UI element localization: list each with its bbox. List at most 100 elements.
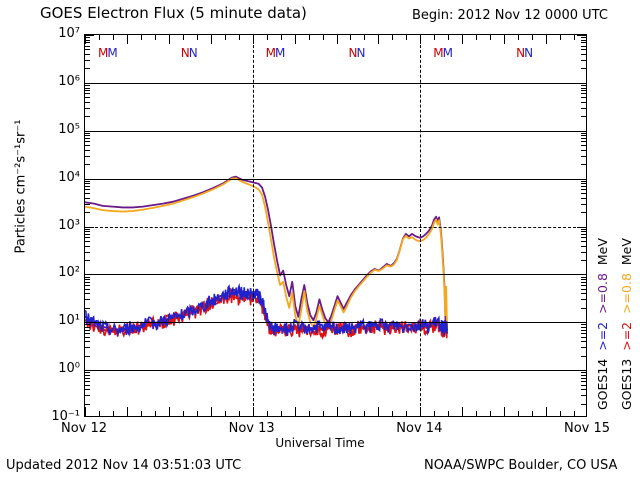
legend-series-0p8mev: >=0.8 [619,273,634,314]
x-minor-tick [350,35,352,40]
y-minor-tick [85,180,90,182]
x-minor-tick [266,35,268,40]
y-minor-tick [85,332,90,334]
y-major-tick [85,130,94,132]
y-minor-tick [85,355,90,357]
y-minor-tick [581,54,586,56]
y-minor-tick [85,307,90,309]
y-minor-tick [85,245,90,247]
y-axis-tick-labels: 10⁷ 10⁶ 10⁵ 10⁴ 10³ 10² 10¹ 10⁰ 10⁻¹ [16,26,80,424]
x-axis-label: Universal Time [275,436,365,450]
y-minor-tick [581,299,586,301]
y-minor-tick [581,155,586,157]
y-minor-tick [581,341,586,343]
alert-threshold-line [85,226,586,228]
y-minor-tick [581,197,586,199]
legend-entry: GOES14 >=2 >=0.8 MeV [592,140,614,410]
y-major-tick [85,226,94,228]
day-night-marker: NN [348,46,365,60]
x-minor-tick [322,35,324,40]
y-minor-tick [581,288,586,290]
y-minor-tick [581,374,586,376]
y-minor-tick [581,135,586,137]
y-minor-tick [581,193,586,195]
y-minor-tick [581,132,586,134]
x-major-tick [210,407,212,416]
y-minor-tick [581,90,586,92]
y-minor-tick [581,276,586,278]
x-minor-tick [224,411,226,416]
y-minor-tick [85,186,90,188]
legend-units-label: MeV [595,238,610,266]
y-minor-tick [85,293,90,295]
y-tick-label: 10⁻¹ [51,409,80,424]
plot-inner: MM NN MM NN MM NN [85,35,586,416]
y-minor-tick [85,389,90,391]
y-minor-tick [85,395,90,397]
y-minor-tick [581,384,586,386]
x-minor-tick [448,35,450,40]
x-minor-tick [140,35,142,40]
y-major-tick [577,35,586,36]
x-minor-tick [182,411,184,416]
y-minor-tick [85,101,90,103]
y-tick-label: 10⁰ [58,361,80,377]
y-minor-tick [85,336,90,338]
y-minor-tick [581,39,586,41]
day-night-marker: MM [265,46,286,60]
y-minor-tick [85,138,90,140]
y-minor-tick [581,332,586,334]
x-minor-tick [182,35,184,40]
y-minor-tick [85,384,90,386]
x-minor-tick [490,411,492,416]
y-minor-tick [581,326,586,328]
y-tick-label: 10² [58,265,80,281]
chart-title: GOES Electron Flux (5 minute data) [40,4,307,22]
y-major-tick [577,370,586,372]
x-minor-tick [98,411,100,416]
x-minor-tick [518,411,520,416]
day-night-marker: NN [180,46,198,60]
x-minor-tick [364,411,366,416]
updated-timestamp: Updated 2012 Nov 14 03:51:03 UTC [6,458,242,473]
y-minor-tick [85,237,90,239]
x-minor-tick [448,411,450,416]
gridline-1e1 [85,322,586,324]
x-minor-tick [308,35,310,40]
day-night-marker: MM [433,46,453,60]
y-minor-tick [85,259,90,261]
y-major-tick [85,82,94,84]
y-minor-tick [85,276,90,278]
y-minor-tick [581,116,586,118]
y-minor-tick [85,372,90,374]
y-minor-tick [85,42,90,44]
y-minor-tick [581,251,586,253]
x-minor-tick [406,411,408,416]
x-minor-tick [434,35,436,40]
y-minor-tick [581,293,586,295]
y-minor-tick [581,237,586,239]
y-minor-tick [85,85,90,87]
y-tick-label: 10⁴ [58,169,80,185]
y-minor-tick [581,307,586,309]
y-minor-tick [85,233,90,235]
x-minor-tick [308,411,310,416]
y-minor-tick [581,37,586,39]
y-minor-tick [85,45,90,47]
y-major-tick [577,82,586,84]
y-minor-tick [581,203,586,205]
y-minor-tick [581,395,586,397]
y-major-tick [85,35,94,36]
x-minor-tick [238,411,240,416]
y-minor-tick [581,49,586,51]
x-major-tick [294,35,296,44]
y-minor-tick [85,164,90,166]
x-major-tick [378,35,380,44]
x-major-tick [462,35,464,44]
y-tick-label: 10³ [58,217,80,233]
legend-column-goes14: GOES14 >=2 >=0.8 MeV [592,140,614,410]
y-minor-tick [581,245,586,247]
y-minor-tick [581,240,586,242]
y-minor-tick [85,54,90,56]
y-minor-tick [581,231,586,233]
